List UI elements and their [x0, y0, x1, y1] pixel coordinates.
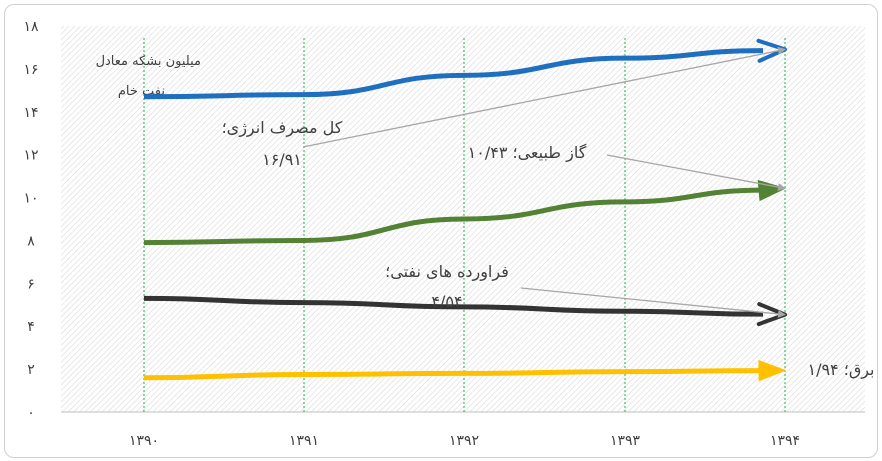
annotation-label-2: فراورده های نفتی؛ — [385, 262, 509, 282]
annotation-leader-2 — [520, 287, 786, 318]
y-tick-label: ۸ — [27, 233, 35, 249]
annotation-leader-0 — [302, 46, 786, 148]
y-tick-label: ۴ — [27, 319, 35, 335]
y-tick-label: ۱۸ — [23, 19, 39, 35]
x-tick-label: ۱۳۹۲ — [449, 433, 479, 449]
y-tick-label: ۰ — [27, 405, 35, 421]
annotation-leader-1 — [606, 154, 786, 191]
x-tick-label: ۱۳۹۰ — [129, 433, 159, 449]
y-tick-label: ۱۴ — [23, 105, 38, 121]
unit-label-line-1: میلیون بشکه معادل — [96, 54, 201, 69]
series-line-0 — [143, 48, 764, 100]
series-arrowhead-3 — [758, 360, 786, 382]
annotation-label-1: گاز طبیعی؛ ۱۰/۴۳ — [468, 143, 587, 163]
x-tick-label: ۱۳۹۳ — [610, 433, 641, 449]
y-tick-label: ۱۲ — [23, 148, 38, 164]
series-line-2 — [143, 295, 764, 317]
annotation-label-0: کل مصرف انرژی؛ — [222, 118, 343, 138]
x-tick-label: ۱۳۹۴ — [770, 433, 800, 449]
x-tick-label: ۱۳۹۱ — [289, 433, 319, 449]
y-tick-label: ۲ — [27, 362, 35, 378]
y-tick-label: ۶ — [27, 276, 35, 292]
series-line-1 — [143, 187, 764, 246]
series-arrowhead-1 — [757, 180, 786, 201]
annotation-label-2: ۴/۵۴ — [431, 292, 462, 311]
line-chart: ۰ ۲ ۴ ۶ ۸ ۱۰ ۱۲ ۱۴ ۱۶ ۱۸ ۱۳۹۰ ۱۳۹۱ ۱۳۹۲ ۱۳۹۳ ۱۳۹۴ میل… — [23, 19, 874, 449]
annotation-label-0: ۱۶/۹۱ — [262, 150, 302, 169]
chart-frame: ۰ ۲ ۴ ۶ ۸ ۱۰ ۱۲ ۱۴ ۱۶ ۱۸ ۱۳۹۰ ۱۳۹۱ ۱۳۹۲ ۱۳۹۳ ۱۳۹۴ میل… — [4, 4, 878, 458]
y-tick-label: ۱۶ — [23, 62, 38, 78]
y-tick-label: ۱۰ — [23, 191, 38, 207]
series-line-3 — [143, 368, 764, 381]
annotation-label-3: برق؛ ۱/۹۴ — [807, 360, 874, 380]
